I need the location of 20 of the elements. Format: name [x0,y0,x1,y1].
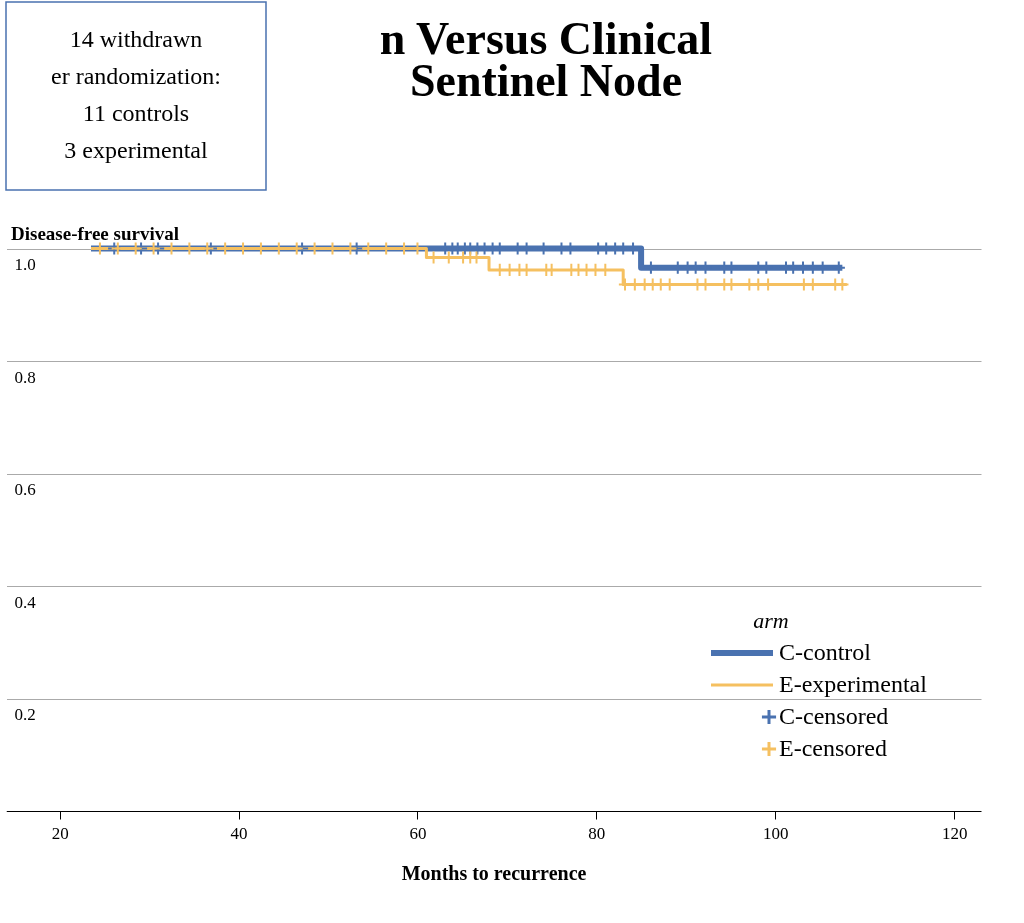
legend-label: E-experimental [779,671,928,697]
y-tick-label: 0.8 [14,367,36,387]
x-tick-label: 80 [588,823,606,843]
y-tick-label: 0.6 [14,480,36,499]
legend-label: C-control [779,639,872,665]
y-tick-label: 0.4 [14,592,37,612]
text: 14 withdrawn er randomization: 11 controls 3 experimental [51,26,221,163]
legend-label: C-censored [779,703,889,729]
x-tick-label: 40 [230,823,248,843]
x-tick-label: 20 [51,823,69,843]
x-tick-label: 60 [409,823,427,843]
x-tick-label: 100 [763,823,789,843]
y-tick-label: 0.2 [14,705,36,724]
x-tick-label: 120 [941,823,968,843]
legend-label: E-censored [779,735,887,761]
y-tick-label: 1.0 [14,255,36,274]
y-axis-title: Disease-free survival [11,223,179,244]
chart-title: n Versus Clinical Sentinel Node [379,13,713,106]
legend-title: arm [753,608,789,633]
x-axis-title: Months to recurrence [401,861,587,884]
